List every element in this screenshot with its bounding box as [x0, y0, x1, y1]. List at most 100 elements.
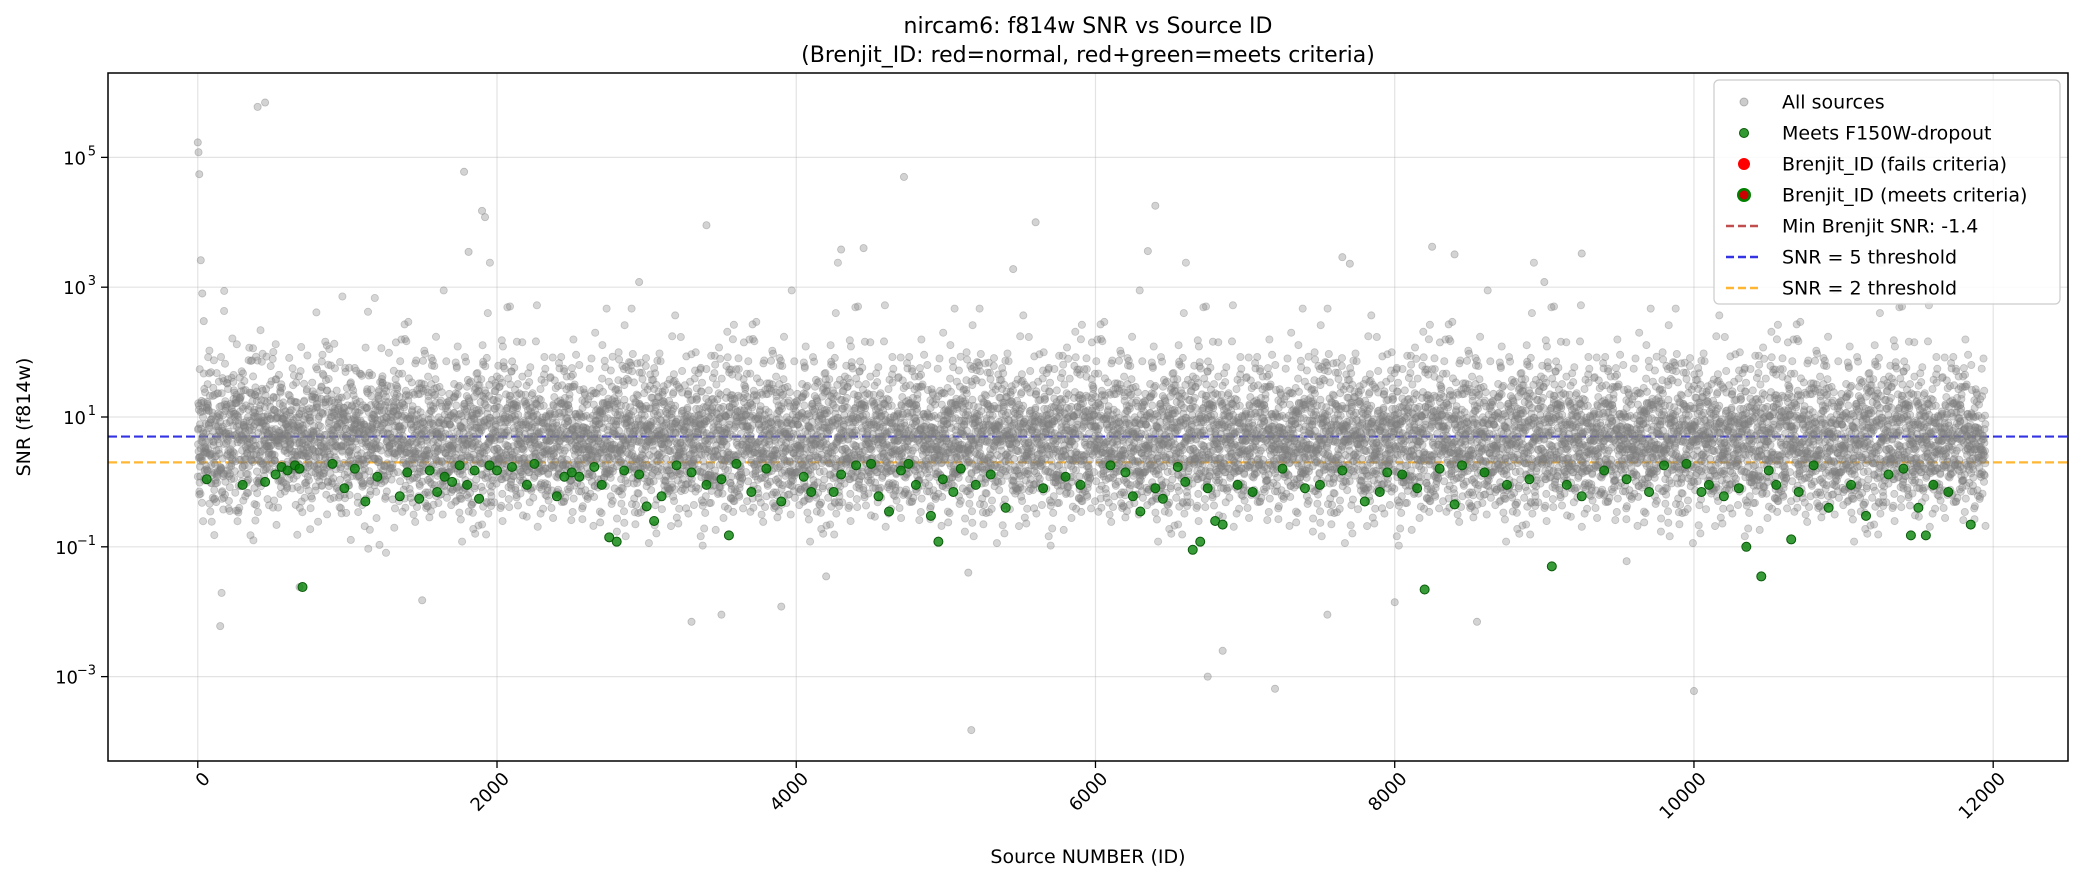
- source-point: [852, 431, 861, 440]
- source-point: [213, 389, 222, 398]
- source-point: [526, 363, 535, 372]
- source-point: [231, 488, 240, 497]
- source-point: [199, 517, 208, 526]
- source-point: [250, 405, 259, 414]
- source-point: [232, 411, 241, 420]
- source-point: [810, 357, 819, 366]
- chart-title-line2: (Brenjit_ID: red=normal, red+green=meets…: [801, 43, 1375, 68]
- source-point: [541, 364, 550, 373]
- source-point: [232, 398, 241, 407]
- source-point: [628, 349, 637, 358]
- source-point: [846, 489, 855, 498]
- source-point: [195, 365, 204, 374]
- source-point: [203, 399, 212, 408]
- source-point: [297, 342, 306, 351]
- source-point: [390, 523, 399, 532]
- source-point: [221, 432, 230, 441]
- source-point: [228, 431, 237, 440]
- source-point: [589, 521, 598, 530]
- source-point: [208, 408, 217, 417]
- source-point: [296, 485, 305, 494]
- source-point: [210, 390, 219, 399]
- source-point: [252, 467, 261, 476]
- source-point: [477, 375, 486, 384]
- source-point: [845, 501, 854, 510]
- source-point: [649, 477, 658, 486]
- source-point: [236, 407, 245, 416]
- source-point: [248, 457, 257, 466]
- source-point: [846, 378, 855, 387]
- source-point: [336, 357, 345, 366]
- source-point: [296, 367, 305, 376]
- source-point: [377, 344, 386, 353]
- source-point: [214, 377, 223, 386]
- source-point: [382, 487, 391, 496]
- source-point: [504, 495, 513, 504]
- source-point: [557, 352, 566, 361]
- source-point: [234, 415, 243, 424]
- source-point: [887, 401, 896, 410]
- source-point: [245, 426, 254, 435]
- source-point: [323, 510, 332, 519]
- source-point: [697, 387, 706, 396]
- source-point: [390, 504, 399, 513]
- source-point: [434, 498, 443, 507]
- source-point: [213, 468, 222, 477]
- source-point: [525, 378, 534, 387]
- source-point: [248, 436, 257, 445]
- source-point: [248, 426, 257, 435]
- source-point: [216, 432, 225, 441]
- source-point: [862, 501, 871, 510]
- source-point: [271, 340, 280, 349]
- source-point: [539, 401, 548, 410]
- source-point: [202, 448, 211, 457]
- source-point: [219, 469, 228, 478]
- source-point: [250, 484, 259, 493]
- source-point: [205, 449, 214, 458]
- source-point: [223, 466, 232, 475]
- source-point: [838, 498, 847, 507]
- source-point: [197, 424, 206, 433]
- source-point: [716, 354, 725, 363]
- source-point: [245, 423, 254, 432]
- source-point: [205, 437, 214, 446]
- source-point: [233, 412, 242, 421]
- source-point: [565, 390, 574, 399]
- source-point: [218, 374, 227, 383]
- source-point: [497, 501, 506, 510]
- source-point: [199, 447, 208, 456]
- source-point: [194, 405, 203, 414]
- source-point: [240, 434, 249, 443]
- source-point: [228, 440, 237, 449]
- source-point: [233, 517, 242, 526]
- source-point: [505, 503, 514, 512]
- source-point: [201, 444, 210, 453]
- source-point: [881, 522, 890, 531]
- source-point: [232, 340, 241, 349]
- source-point: [217, 424, 226, 433]
- source-point: [425, 491, 434, 500]
- source-point: [220, 286, 229, 295]
- source-point: [306, 504, 315, 513]
- source-point: [210, 469, 219, 478]
- source-point: [247, 418, 256, 427]
- source-point: [231, 395, 240, 404]
- source-point: [208, 412, 217, 421]
- source-point: [230, 388, 239, 397]
- source-point: [232, 422, 241, 431]
- source-point: [723, 327, 732, 336]
- source-point: [925, 473, 934, 482]
- source-point: [240, 427, 249, 436]
- source-point: [621, 532, 630, 541]
- source-point: [917, 335, 926, 344]
- source-point: [354, 508, 363, 517]
- source-point: [216, 352, 225, 361]
- source-point: [234, 426, 243, 435]
- source-point: [229, 421, 238, 430]
- source-point: [398, 369, 407, 378]
- source-point: [317, 357, 326, 366]
- source-point: [207, 453, 216, 462]
- source-point: [522, 512, 531, 521]
- source-point: [684, 387, 693, 396]
- source-point: [547, 503, 556, 512]
